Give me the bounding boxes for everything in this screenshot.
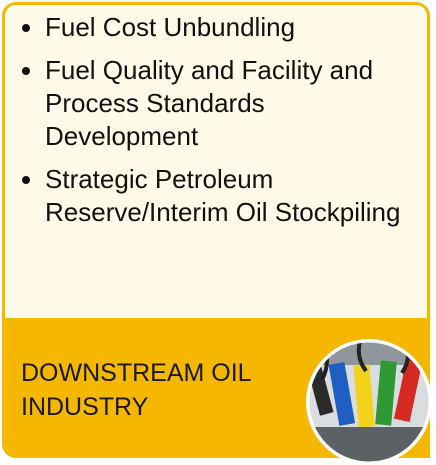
bullet-item: Strategic Petroleum Reserve/Interim Oil …: [45, 163, 425, 229]
bullet-list: Fuel Cost Unbundling Fuel Quality and Fac…: [15, 11, 425, 239]
fuel-pump-photo: [306, 339, 432, 465]
band-title: DOWNSTREAM OIL INDUSTRY: [21, 359, 251, 421]
bullet-item: Fuel Quality and Facility and Process St…: [45, 54, 425, 153]
bullet-item: Fuel Cost Unbundling: [45, 11, 425, 44]
